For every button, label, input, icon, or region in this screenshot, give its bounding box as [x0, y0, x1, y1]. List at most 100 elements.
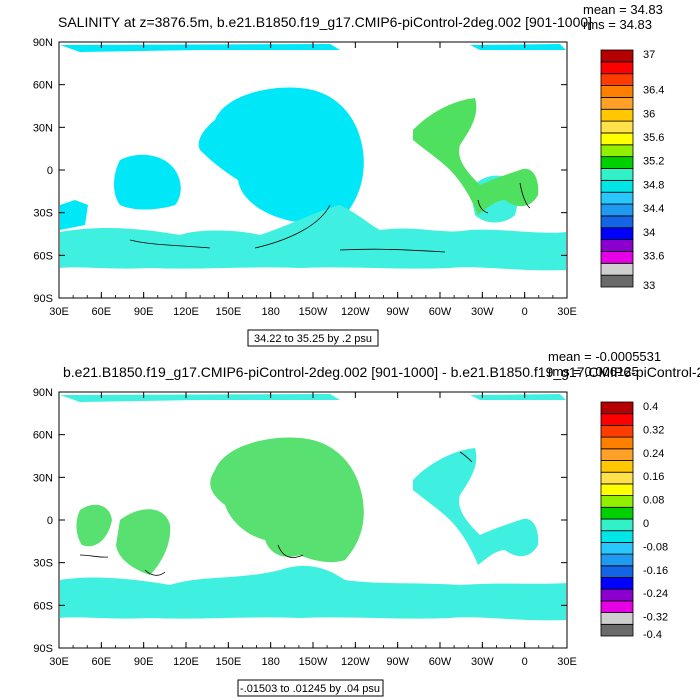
- axis-ticks: 30E 60E 90E 120E 150E 180 150W 120W 90W 60W 30W 0 30…: [33, 37, 577, 318]
- colorbar-box: [600, 436, 634, 450]
- colorbar-label: 0.24: [643, 448, 664, 460]
- colorbar-label: -0.08: [643, 541, 668, 553]
- colorbar-box: [600, 530, 634, 543]
- y-tick-label: 60N: [33, 430, 53, 442]
- contour-info-box: [247, 329, 379, 347]
- colorbar-label: 33: [643, 280, 655, 292]
- x-tick-label: 150E: [215, 656, 241, 668]
- y-tick-label: 30N: [33, 122, 53, 134]
- ocean-region-pacific: [210, 437, 364, 563]
- ocean-region-atlantic: [413, 98, 539, 215]
- chart-title: b.e21.B1850.f19_g17.CMIP6-piControl-2deg…: [63, 364, 700, 380]
- x-tick-label: 120E: [173, 656, 199, 668]
- colorbar: -0.4 -0.32 -0.24 -0.16 -0.08 0 0.08 0.16 0.24 0.3…: [600, 401, 668, 641]
- x-tick-label: 120W: [341, 656, 370, 668]
- x-tick-label: 90W: [386, 306, 409, 318]
- colorbar-box: [600, 577, 634, 590]
- colorbar-box: [600, 588, 634, 602]
- x-tick-label: 180: [261, 306, 279, 318]
- colorbar-label: -0.4: [643, 629, 662, 641]
- y-tick-label: 30S: [33, 208, 53, 220]
- mean-label: mean = 34.83: [583, 2, 663, 17]
- y-tick-label: 0: [47, 165, 53, 177]
- x-tick-label: 60E: [92, 656, 112, 668]
- colorbar-box: [600, 49, 634, 63]
- x-tick-label: 150E: [215, 306, 241, 318]
- x-tick-label: 150W: [299, 306, 328, 318]
- y-tick-label: 60S: [33, 250, 53, 262]
- y-tick-label: 90N: [33, 387, 53, 399]
- colorbar-box: [600, 179, 634, 193]
- colorbar-box: [600, 120, 634, 134]
- mean-label: mean = -0.0005531: [548, 349, 661, 364]
- x-tick-label: 30E: [49, 656, 69, 668]
- x-tick-label: 0: [522, 306, 528, 318]
- colorbar-label: 34: [643, 227, 655, 239]
- colorbar-box: [600, 623, 634, 637]
- colorbar-label: -0.32: [643, 612, 668, 624]
- ocean-region-indian: [60, 154, 181, 230]
- y-tick-label: 30N: [33, 472, 53, 484]
- colorbar-box: [600, 401, 634, 415]
- colorbar-box: [600, 61, 634, 75]
- contour-info-label: -.01503 to .01245 by .04 psu: [240, 683, 380, 695]
- colorbar-box: [600, 97, 634, 110]
- y-tick-label: 90N: [33, 37, 53, 49]
- y-tick-label: 60S: [33, 600, 53, 612]
- ocean-region-southern: [60, 565, 566, 621]
- colorbar-box: [600, 85, 634, 98]
- x-tick-label: 30W: [471, 306, 494, 318]
- ocean-field: [60, 44, 566, 271]
- rms-label: rms = 0.006125: [548, 364, 639, 379]
- contour-info-box: [237, 679, 384, 697]
- colorbar-box: [600, 262, 634, 276]
- colorbar-label: 35.2: [643, 156, 664, 168]
- x-tick-label: 30E: [49, 306, 69, 318]
- x-tick-label: 90E: [134, 306, 154, 318]
- x-tick-label: 60E: [92, 306, 112, 318]
- ocean-region-southern: [60, 205, 566, 271]
- x-tick-label: 120W: [341, 306, 370, 318]
- colorbar-box: [600, 191, 634, 205]
- y-tick-label: 90S: [33, 293, 53, 305]
- y-tick-label: 90S: [33, 643, 53, 655]
- colorbar-box: [600, 612, 634, 625]
- colorbar-box: [600, 600, 634, 614]
- colorbar-box: [600, 413, 634, 426]
- salinity-panel: SALINITY at z=3876.5m, b.e21.B1850.f19_g…: [33, 2, 664, 347]
- colorbar-box: [600, 553, 634, 567]
- chart-title: SALINITY at z=3876.5m, b.e21.B1850.f19_g…: [58, 14, 592, 30]
- x-tick-label: 30W: [471, 656, 494, 668]
- x-tick-label: 60W: [429, 656, 452, 668]
- colorbar-label: 34.4: [643, 203, 664, 215]
- colorbar-label: 0.08: [643, 495, 664, 507]
- colorbar-box: [600, 424, 634, 438]
- colorbar-label: 35.6: [643, 132, 664, 144]
- colorbar-box: [600, 506, 634, 520]
- colorbar-label: -0.24: [643, 588, 668, 600]
- x-tick-label: 90E: [134, 656, 154, 668]
- y-tick-label: 60N: [33, 80, 53, 92]
- colorbar-label: -0.16: [643, 565, 668, 577]
- colorbar-label: 36: [643, 108, 655, 120]
- colorbar-box: [600, 251, 634, 264]
- colorbar-box: [600, 144, 634, 158]
- ocean-region-north-pacific: [198, 87, 364, 223]
- colorbar-box: [600, 518, 634, 532]
- colorbar-box: [600, 565, 634, 578]
- x-tick-label: 60W: [429, 306, 452, 318]
- difference-panel: b.e21.B1850.f19_g17.CMIP6-piControl-2deg…: [33, 349, 700, 697]
- colorbar-box: [600, 73, 634, 86]
- contour-info-label: 34.22 to 35.25 by .2 psu: [254, 333, 372, 345]
- colorbar-box: [600, 239, 634, 252]
- colorbar-box: [600, 156, 634, 169]
- colorbar-label: 37: [643, 49, 655, 61]
- colorbar-label: 33.6: [643, 250, 664, 262]
- colorbar-box: [600, 448, 634, 461]
- colorbar-label: 34.8: [643, 179, 664, 191]
- ocean-region-atlantic: [413, 448, 539, 565]
- colorbar-box: [600, 215, 634, 229]
- colorbar-box: [600, 471, 634, 485]
- contour-line: [129, 182, 531, 253]
- colorbar-box: [600, 132, 634, 146]
